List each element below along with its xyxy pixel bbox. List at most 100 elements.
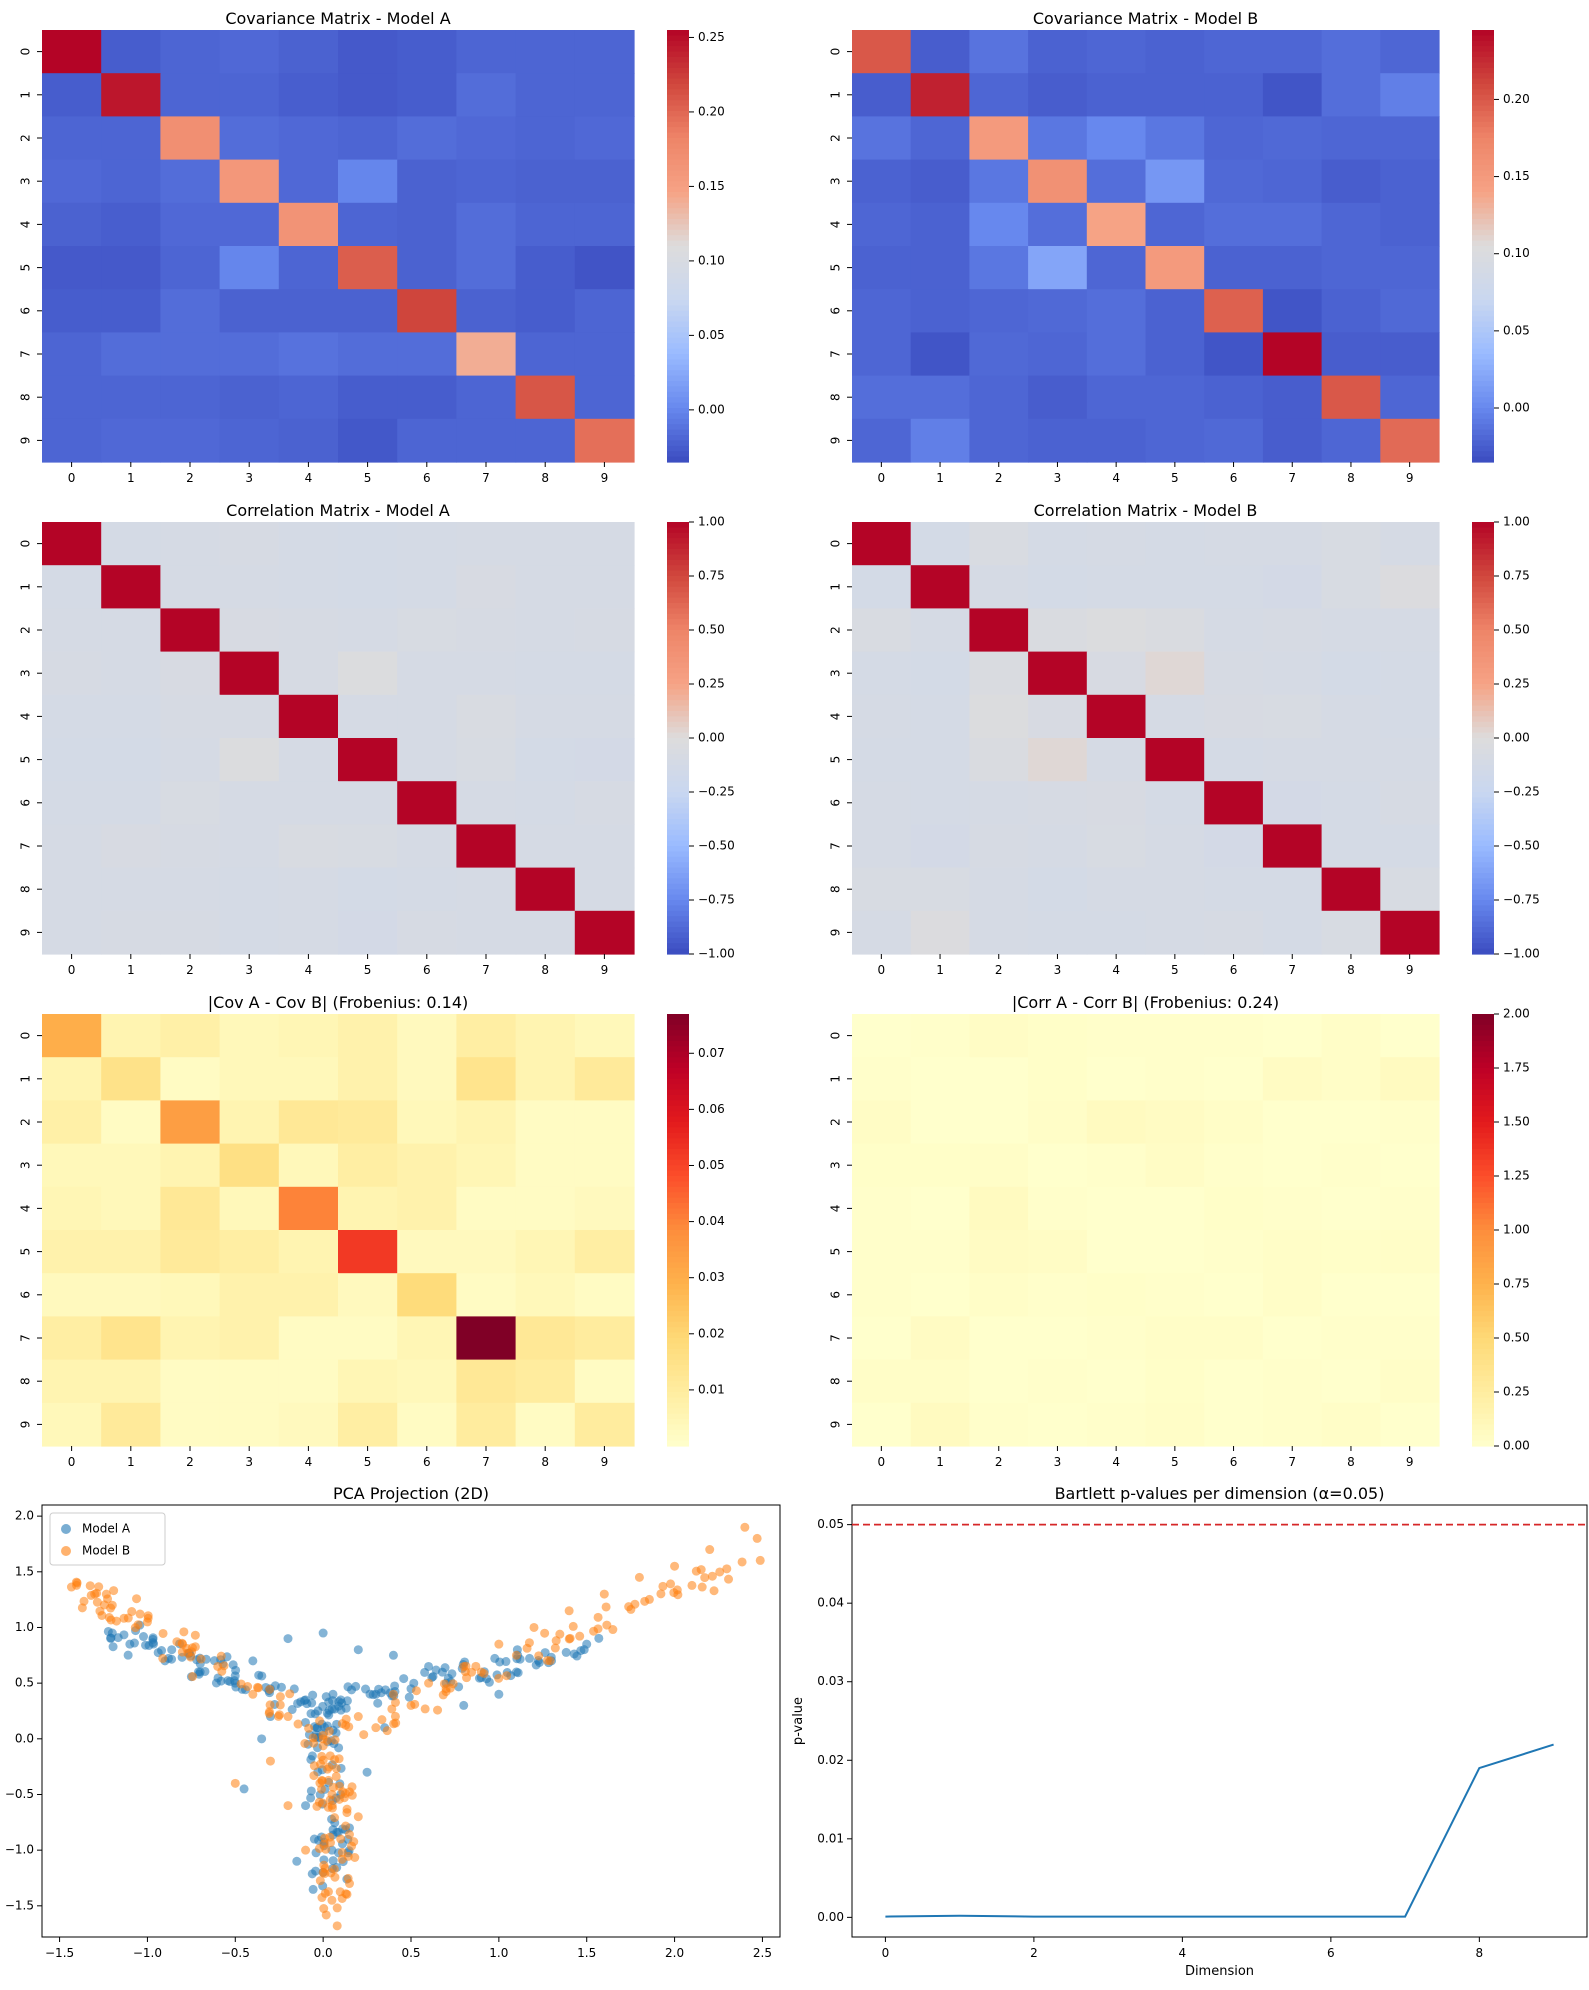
- scatter-point-model-b: [344, 1722, 354, 1732]
- colorbar-tick-label: 0.00: [1503, 1439, 1530, 1453]
- heatmap-cell: [278, 824, 339, 869]
- heatmap-cell: [219, 1100, 280, 1145]
- colorbar-segment: [1472, 327, 1494, 333]
- heatmap-cell: [219, 1402, 280, 1447]
- colorbar-segment: [1472, 51, 1494, 58]
- scatter-point-model-a: [257, 1671, 267, 1681]
- heatmap-cell: [397, 289, 457, 333]
- heatmap-cell: [160, 30, 221, 74]
- heatmap-cell: [1321, 651, 1381, 696]
- heatmap-cell: [456, 202, 517, 247]
- heatmap-cell: [160, 1014, 221, 1058]
- heatmap-cell: [1028, 1186, 1088, 1231]
- heatmap-cell: [852, 694, 912, 739]
- heatmap-cell: [852, 375, 912, 420]
- colorbar-segment: [667, 900, 689, 906]
- y-tick-label: 0.0: [15, 1731, 34, 1745]
- y-tick-label: 1: [19, 583, 33, 591]
- colorbar-segment: [667, 802, 689, 809]
- colorbar-segment: [667, 1359, 689, 1366]
- scatter-point-model-b: [315, 1716, 325, 1726]
- colorbar-segment: [667, 1375, 689, 1382]
- scatter-point-model-a: [167, 1645, 177, 1655]
- colorbar-segment: [1472, 348, 1494, 355]
- scatter-point-model-b: [331, 1771, 341, 1781]
- colorbar-segment: [667, 370, 689, 377]
- heatmap-cell: [1086, 1230, 1147, 1274]
- colorbar-segment: [667, 592, 689, 599]
- scatter-point-model-b: [755, 1555, 765, 1565]
- cov_diff-title: |Cov A - Cov B| (Frobenius: 0.14): [208, 993, 468, 1012]
- heatmap-cell: [1204, 202, 1264, 247]
- heatmap-cell: [852, 418, 912, 463]
- heatmap-cell: [574, 738, 635, 782]
- colorbar-segment: [667, 937, 689, 944]
- x-tick-label: 1: [936, 963, 944, 977]
- colorbar-segment: [667, 1165, 689, 1172]
- colorbar-segment: [667, 40, 689, 47]
- heatmap-cell: [1204, 565, 1264, 609]
- colorbar-segment: [667, 1132, 689, 1139]
- colorbar-segment: [1472, 765, 1494, 771]
- heatmap-cell: [160, 522, 221, 566]
- colorbar-segment: [667, 1068, 689, 1074]
- scatter-point-model-a: [306, 1793, 316, 1803]
- colorbar-segment: [1472, 1062, 1494, 1069]
- colorbar-segment: [667, 1273, 689, 1280]
- heatmap-cell: [397, 608, 457, 653]
- colorbar-tick-label: 1.25: [1503, 1169, 1530, 1183]
- p-value-line: [885, 1743, 1554, 1918]
- scatter-point-model-a: [501, 1657, 511, 1667]
- heatmap-cell: [969, 159, 1029, 204]
- x-tick-label: 1.5: [577, 1946, 596, 1960]
- scatter-point-model-b: [317, 1751, 327, 1761]
- scatter-point-model-b: [347, 1841, 357, 1851]
- colorbar-segment: [1472, 1289, 1494, 1296]
- x-tick-label: 0: [878, 1455, 886, 1469]
- heatmap-cell: [219, 651, 280, 696]
- heatmap-cell: [278, 375, 339, 420]
- heatmap-cell: [101, 418, 161, 463]
- colorbar-segment: [1472, 597, 1494, 604]
- colorbar-segment: [1472, 337, 1494, 344]
- heatmap-cell: [42, 738, 102, 782]
- colorbar-tick-label: 0.20: [1503, 92, 1530, 106]
- heatmap-cell: [852, 30, 912, 74]
- y-tick-label: 0.05: [817, 1517, 844, 1531]
- colorbar-segment: [1472, 1159, 1494, 1166]
- heatmap-cell: [1380, 1402, 1440, 1447]
- colorbar-segment: [1472, 1278, 1494, 1285]
- scatter-point-model-b: [340, 1788, 350, 1798]
- x-tick-label: 3: [1054, 963, 1062, 977]
- heatmap-cell: [1204, 1230, 1264, 1274]
- scatter-point-model-a: [299, 1696, 309, 1706]
- heatmap-cell: [42, 781, 102, 825]
- heatmap-cell: [1086, 910, 1147, 955]
- colorbar-segment: [1472, 1370, 1494, 1377]
- bartlett-title: Bartlett p-values per dimension (α=0.05): [1055, 1484, 1385, 1503]
- heatmap-cell: [1321, 116, 1381, 161]
- colorbar-segment: [667, 1284, 689, 1290]
- heatmap-cell: [456, 246, 517, 290]
- colorbar-segment: [667, 1365, 689, 1371]
- heatmap-cell: [278, 608, 339, 653]
- heatmap-cell: [1380, 824, 1440, 869]
- heatmap-cell: [42, 1014, 102, 1058]
- colorbar-segment: [1472, 932, 1494, 939]
- colorbar-segment: [667, 1046, 689, 1053]
- heatmap-cell: [160, 867, 221, 912]
- colorbar-segment: [1472, 1181, 1494, 1188]
- colorbar-segment: [667, 283, 689, 290]
- heatmap-cell: [101, 246, 161, 290]
- heatmap-cell: [42, 1143, 102, 1188]
- heatmap-cell: [1028, 116, 1088, 161]
- heatmap-cell: [42, 202, 102, 247]
- y-tick-label: 0.5: [15, 1676, 34, 1690]
- colorbar-segment: [1472, 240, 1494, 247]
- scatter-point-model-a: [106, 1633, 116, 1643]
- colorbar-segment: [1472, 651, 1494, 658]
- heatmap-cell: [160, 202, 221, 247]
- heatmap-cell: [515, 1186, 576, 1231]
- heatmap-cell: [515, 651, 576, 696]
- colorbar-segment: [667, 451, 689, 458]
